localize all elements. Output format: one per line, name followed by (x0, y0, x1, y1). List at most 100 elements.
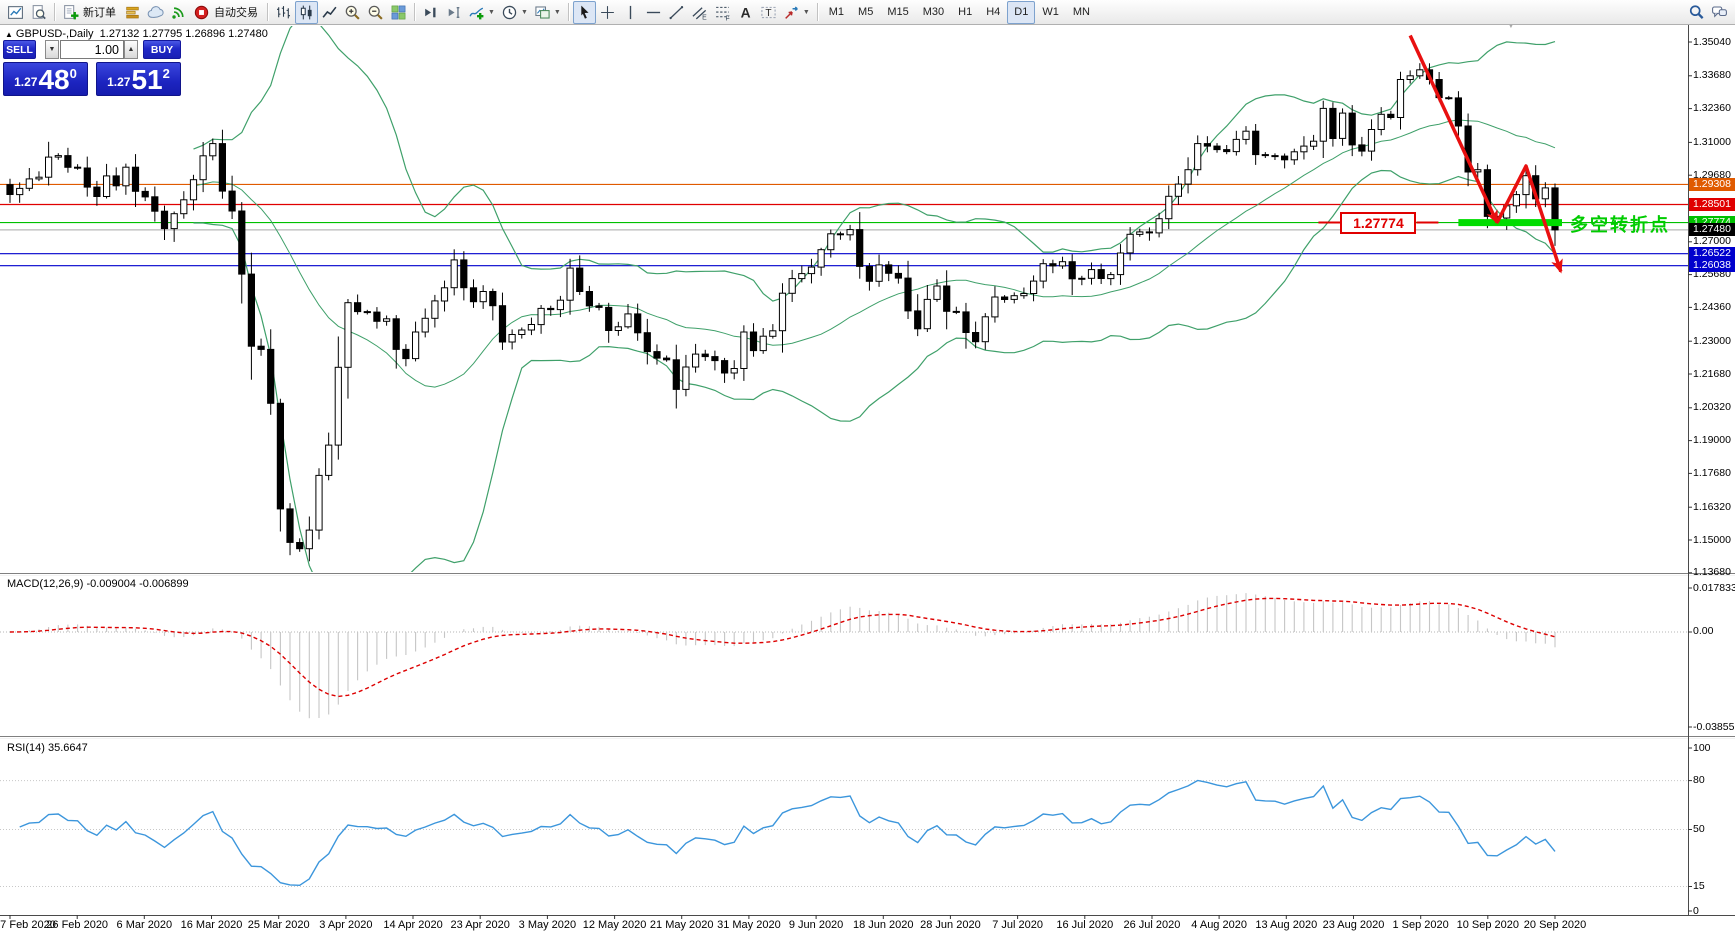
candle (334, 366, 342, 446)
candle (624, 313, 632, 328)
volume-decrease-button[interactable]: ▼ (45, 40, 59, 59)
price-line-badge: 1.29308 (1689, 177, 1735, 191)
timeframe-m1-button[interactable]: M1 (822, 1, 851, 24)
sell-button[interactable]: SELL (3, 40, 36, 59)
price-tick-label: 1.23000 (1693, 334, 1731, 347)
candle-chart-mode-button[interactable] (295, 0, 318, 24)
dropdown-caret-icon[interactable]: ▼ (553, 8, 561, 16)
dropdown-caret-icon[interactable]: ▼ (802, 8, 810, 16)
crosshair-tool-button[interactable] (596, 1, 619, 24)
timeframe-h4-button[interactable]: H4 (979, 1, 1007, 24)
collapse-arrow-icon[interactable]: ▲ (5, 30, 13, 39)
candle (827, 233, 835, 251)
templates-button[interactable]: ▼ (531, 1, 564, 24)
candle (6, 184, 14, 196)
timeframe-m30-label: M30 (922, 6, 945, 18)
candle (35, 176, 43, 180)
candle (981, 316, 989, 343)
auto-trading-button[interactable]: 自动交易 (190, 1, 263, 24)
buy-button[interactable]: BUY (143, 40, 181, 59)
symbol-header: ▲ GBPUSD-,Daily 1.27132 1.27795 1.26896 1… (5, 28, 268, 40)
chart-scroll-marker-icon: ▼ (1506, 20, 1516, 31)
candle (83, 167, 91, 188)
main-toolbar: 新订单 自动交易 ▼ ▼ ▼ E F A T ▼ M1 M5 M15 M30 H1 H4 D1 W1 MN (0, 0, 1735, 25)
volume-increase-button[interactable]: ▲ (124, 40, 138, 59)
market-depth-button[interactable] (121, 1, 144, 24)
tile-windows-button[interactable] (387, 1, 410, 24)
volume-input[interactable] (60, 40, 124, 59)
dropdown-caret-icon[interactable]: ▼ (520, 8, 528, 16)
zoom-in-button[interactable] (341, 1, 364, 24)
candle (508, 334, 516, 343)
candle (440, 287, 449, 302)
candle (634, 313, 642, 334)
print-preview-button[interactable] (27, 1, 50, 24)
candle (923, 298, 931, 330)
chart-window-icon (7, 4, 24, 21)
candle (1310, 140, 1318, 147)
line-chart-mode-button[interactable] (318, 1, 341, 24)
timeframe-m30-button[interactable]: M30 (916, 1, 951, 24)
chat-button[interactable] (1708, 1, 1731, 24)
text-tool-button[interactable]: A (734, 1, 757, 24)
add-indicator-button[interactable]: ▼ (465, 1, 498, 24)
timeframe-mn-button[interactable]: MN (1066, 1, 1097, 24)
channel-tool-button[interactable]: E (688, 1, 711, 24)
search-icon (1688, 4, 1705, 21)
arrow-tools-button[interactable]: ▼ (780, 1, 813, 24)
timeframe-h1-button[interactable]: H1 (951, 1, 979, 24)
timeframe-m5-button[interactable]: M5 (851, 1, 880, 24)
new-order-icon (62, 4, 79, 21)
label-tool-icon: T (760, 4, 777, 21)
candle (479, 291, 487, 303)
price-tick-label: 1.24360 (1693, 300, 1731, 313)
price-tick-label: 1.35040 (1693, 35, 1731, 48)
candle (701, 353, 709, 358)
periods-button[interactable]: ▼ (498, 1, 531, 24)
search-button[interactable] (1685, 1, 1708, 24)
fibonacci-tool-button[interactable]: F (711, 1, 734, 24)
toolbar-separator (414, 3, 415, 21)
timeframe-w1-button[interactable]: W1 (1035, 1, 1066, 24)
vertical-line-tool-button[interactable] (619, 1, 642, 24)
zoom-out-button[interactable] (364, 1, 387, 24)
horizontal-line-tool-button[interactable] (642, 1, 665, 24)
timeframe-d1-button[interactable]: D1 (1007, 0, 1036, 24)
sell-price-tile[interactable]: 1.27 48 0 (3, 62, 88, 96)
new-order-button[interactable]: 新订单 (59, 1, 121, 24)
candle (817, 249, 825, 268)
timeframe-m15-button[interactable]: M15 (880, 1, 915, 24)
candle (663, 357, 671, 361)
rsi-pane (0, 779, 1688, 887)
dropdown-caret-icon[interactable]: ▼ (488, 8, 495, 16)
candle (45, 156, 53, 178)
candle (527, 324, 535, 331)
bollinger-upper-band (193, 26, 1556, 302)
cloud-button[interactable] (144, 1, 167, 24)
candle (1252, 130, 1260, 156)
candle (1474, 169, 1482, 173)
candle (692, 353, 700, 368)
bar-chart-icon (275, 4, 292, 21)
label-tool-button[interactable]: T (757, 1, 780, 24)
cursor-tool-button[interactable] (572, 0, 596, 24)
price-tick-label: 1.20320 (1693, 401, 1731, 414)
sell-price-big: 48 (38, 64, 70, 95)
bar-chart-mode-button[interactable] (272, 1, 295, 24)
price-tick-label: 1.19000 (1693, 434, 1731, 447)
candle (1377, 113, 1385, 131)
candle (54, 155, 62, 158)
trendline-tool-button[interactable] (665, 1, 688, 24)
scroll-to-end-button[interactable] (419, 1, 442, 24)
candle (1213, 145, 1221, 151)
svg-text:A: A (740, 4, 750, 20)
shift-chart-button[interactable] (442, 1, 465, 24)
chart-window-button[interactable] (4, 1, 27, 24)
candle (904, 277, 912, 312)
new-order-label: 新订单 (83, 7, 116, 19)
signal-button[interactable] (167, 1, 190, 24)
candle (305, 529, 313, 550)
buy-price-tile[interactable]: 1.27 51 2 (96, 62, 181, 96)
